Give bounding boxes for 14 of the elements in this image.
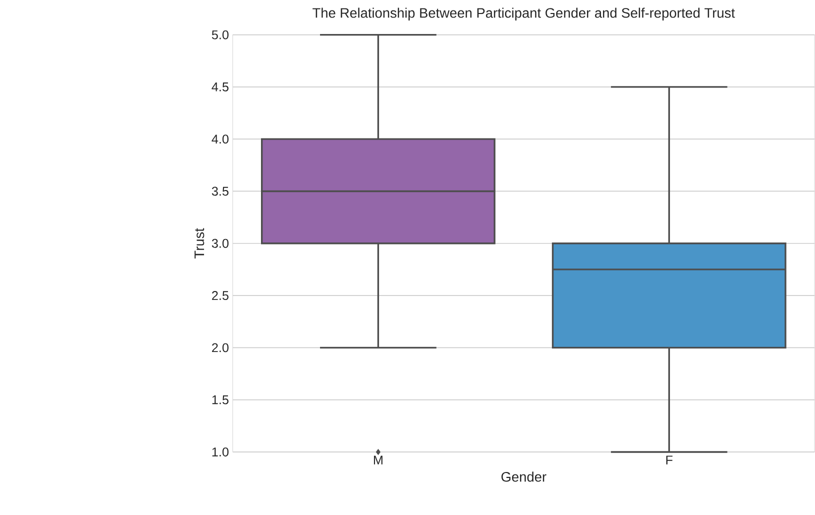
y-tick-label: 1.0 [212,448,229,457]
y-tick-label: 2.0 [212,343,229,352]
x-tick-label: F [666,456,672,465]
y-tick-label: 3.0 [212,239,229,248]
y-tick-label: 1.5 [212,396,228,404]
y-axis-title: Trust [194,228,204,259]
chart-title: The Relationship Between Participant Gender and Self-reported Trust [312,8,735,21]
y-tick-label: 5.0 [212,30,229,40]
y-tick-label: 2.5 [212,291,228,300]
y-tick-label: 3.5 [212,186,228,196]
x-axis-title: Gender [501,472,546,482]
y-tick-label: 4.0 [212,134,229,144]
y-tick-label: 4.5 [212,82,228,92]
x-tick-label: M [374,456,382,465]
